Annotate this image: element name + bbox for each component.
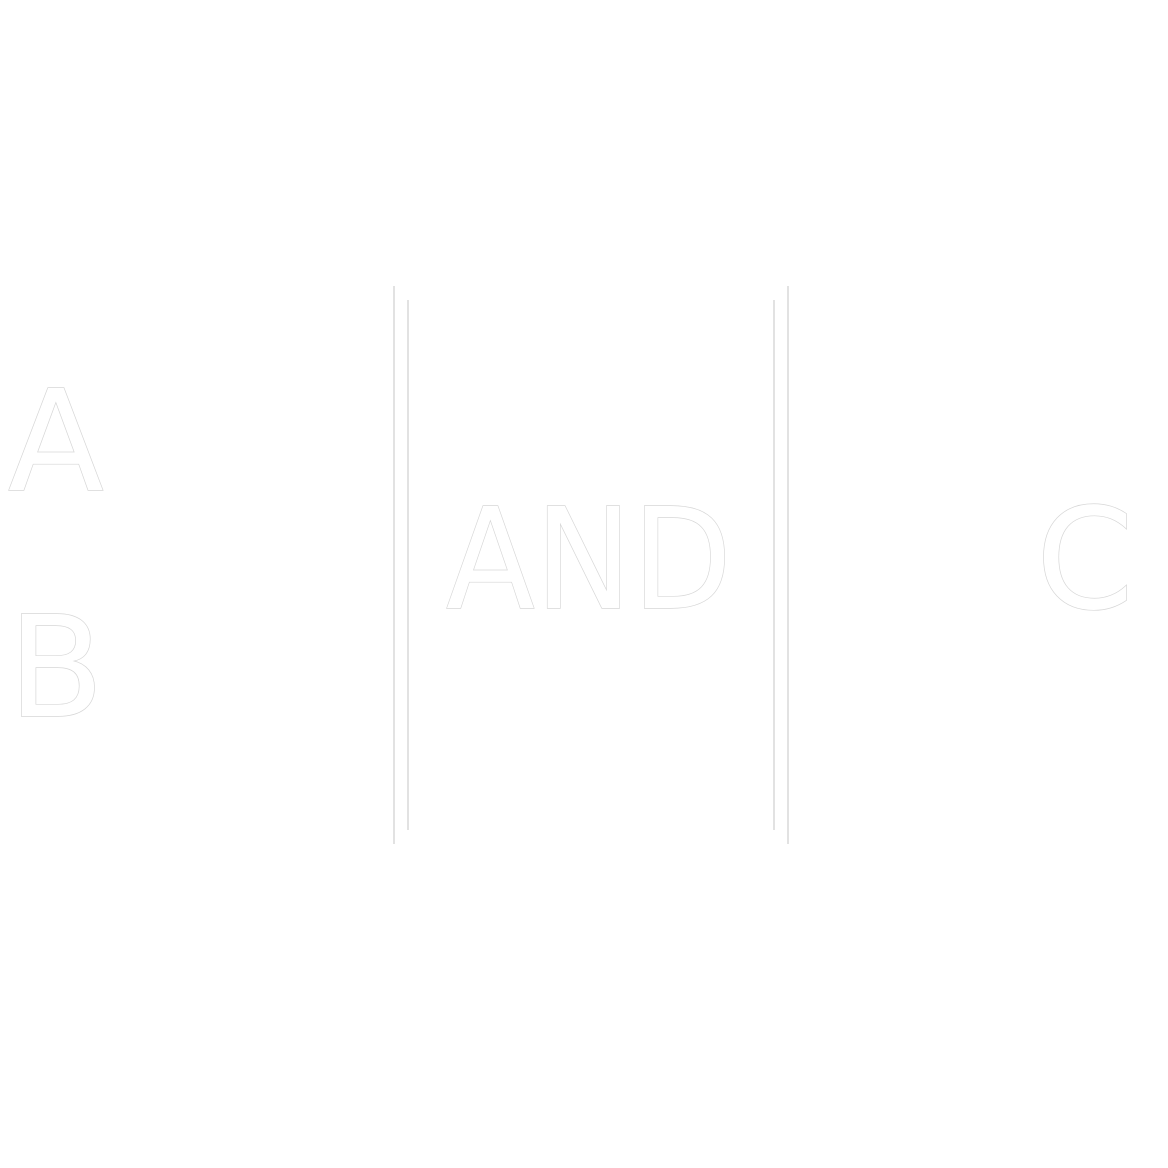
input-label-a: A bbox=[8, 361, 104, 524]
input-label-b: B bbox=[8, 587, 104, 750]
gate-body bbox=[388, 276, 794, 854]
gate-label: AND bbox=[446, 479, 732, 642]
output-label-c: C bbox=[1036, 479, 1134, 642]
